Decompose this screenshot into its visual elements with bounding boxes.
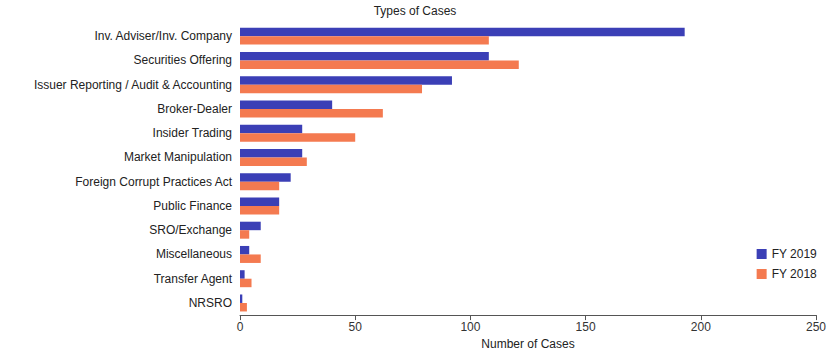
svg-text:Transfer Agent: Transfer Agent xyxy=(154,272,233,286)
svg-text:150: 150 xyxy=(576,320,596,334)
svg-text:FY 2018: FY 2018 xyxy=(772,267,817,281)
svg-text:NRSRO: NRSRO xyxy=(189,296,232,310)
svg-text:FY 2019: FY 2019 xyxy=(772,247,817,261)
svg-text:Public Finance: Public Finance xyxy=(153,199,232,213)
svg-text:Securities Offering: Securities Offering xyxy=(134,53,233,67)
svg-text:Types of Cases: Types of Cases xyxy=(374,4,457,18)
svg-text:250: 250 xyxy=(806,320,826,334)
svg-text:50: 50 xyxy=(349,320,363,334)
svg-text:Insider Trading: Insider Trading xyxy=(153,126,232,140)
svg-text:Miscellaneous: Miscellaneous xyxy=(156,247,232,261)
svg-text:Inv. Adviser/Inv. Company: Inv. Adviser/Inv. Company xyxy=(94,29,232,43)
svg-text:100: 100 xyxy=(460,320,480,334)
svg-text:Broker-Dealer: Broker-Dealer xyxy=(157,102,232,116)
svg-text:0: 0 xyxy=(237,320,244,334)
svg-text:SRO/Exchange: SRO/Exchange xyxy=(149,223,232,237)
svg-text:Issuer Reporting / Audit & Acc: Issuer Reporting / Audit & Accounting xyxy=(34,78,232,92)
svg-text:Foreign Corrupt Practices Act: Foreign Corrupt Practices Act xyxy=(75,175,232,189)
svg-text:Number of Cases: Number of Cases xyxy=(481,337,574,351)
svg-text:200: 200 xyxy=(691,320,711,334)
svg-text:Market Manipulation: Market Manipulation xyxy=(124,150,232,164)
